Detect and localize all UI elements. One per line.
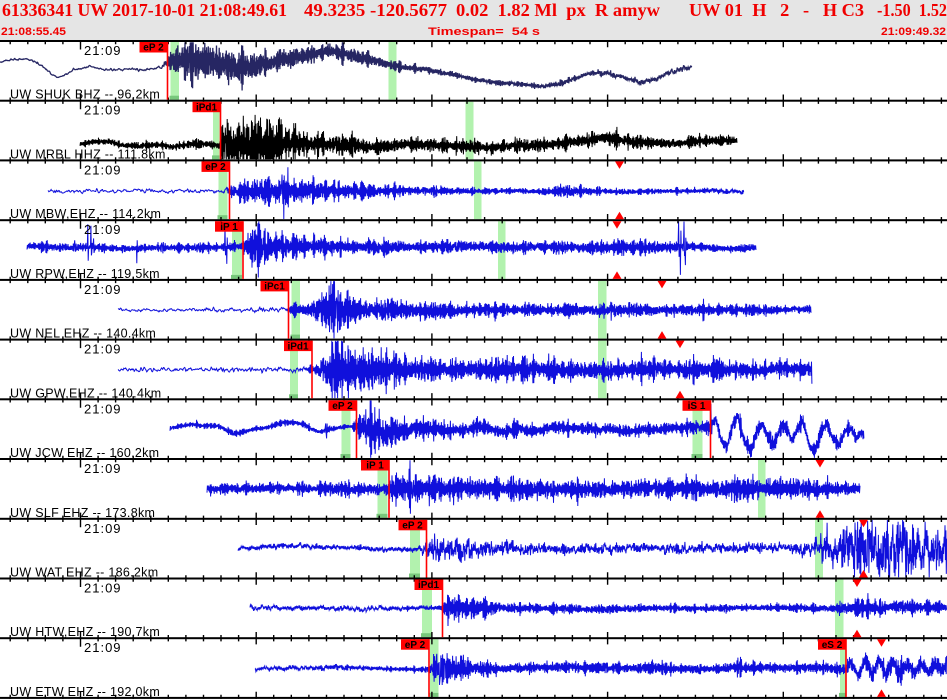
svg-text:21:09:49.32: 21:09:49.32 xyxy=(881,26,946,38)
svg-text:21:09: 21:09 xyxy=(84,521,122,536)
svg-text:eP 2: eP 2 xyxy=(405,640,426,651)
svg-text:UW ETW EHZ -- 192.0km: UW ETW EHZ -- 192.0km xyxy=(10,685,160,699)
svg-text:-1.50 1.52: -1.50 1.52 xyxy=(877,0,947,20)
svg-text:21:09: 21:09 xyxy=(84,222,122,237)
svg-text:UW WAT EHZ -- 186.2km: UW WAT EHZ -- 186.2km xyxy=(10,566,158,580)
svg-text:21:09: 21:09 xyxy=(84,103,122,118)
svg-text:eS 2: eS 2 xyxy=(822,640,843,651)
svg-text:UW MRBL HHZ -- 111.8km: UW MRBL HHZ -- 111.8km xyxy=(10,147,166,161)
svg-text:iPd1: iPd1 xyxy=(418,580,440,591)
svg-text:UW 01 H 2 - H C3: UW 01 H 2 - H C3 xyxy=(689,0,864,20)
svg-text:21:08:55.45: 21:08:55.45 xyxy=(1,26,66,38)
svg-text:21:09: 21:09 xyxy=(84,640,122,655)
svg-text:UW SLF EHZ -- 173.8km: UW SLF EHZ -- 173.8km xyxy=(10,506,155,520)
svg-text:21:09: 21:09 xyxy=(84,401,122,416)
svg-text:21:09: 21:09 xyxy=(84,282,122,297)
svg-text:UW JCW EHZ -- 160.2km: UW JCW EHZ -- 160.2km xyxy=(10,446,159,460)
svg-text:eP 2: eP 2 xyxy=(402,521,423,532)
svg-text:iS 1: iS 1 xyxy=(688,401,706,412)
svg-text:UW MBW,EHZ -- 114.2km: UW MBW,EHZ -- 114.2km xyxy=(10,207,161,221)
svg-text:iP 1: iP 1 xyxy=(220,222,238,233)
svg-text:iPd1: iPd1 xyxy=(287,341,309,352)
svg-text:0.02 1.82 Ml px R amyw: 0.02 1.82 Ml px R amyw xyxy=(456,0,660,20)
svg-text:UW RPW,EHZ -- 119.5km: UW RPW,EHZ -- 119.5km xyxy=(10,267,160,281)
svg-text:eP 2: eP 2 xyxy=(332,401,353,412)
svg-text:21:09: 21:09 xyxy=(84,162,122,177)
svg-text:UW GPW,EHZ -- 140.4km: UW GPW,EHZ -- 140.4km xyxy=(10,386,161,400)
svg-text:Timespan= 54 s: Timespan= 54 s xyxy=(428,26,540,38)
svg-text:21:09: 21:09 xyxy=(84,342,122,357)
svg-text:21:09: 21:09 xyxy=(84,461,122,476)
svg-text:iPc1: iPc1 xyxy=(264,282,285,293)
svg-text:UW HTW,EHZ -- 190.7km: UW HTW,EHZ -- 190.7km xyxy=(10,625,160,639)
svg-text:iPd1: iPd1 xyxy=(196,102,218,113)
svg-text:UW SHUK BHZ -- 96.2km: UW SHUK BHZ -- 96.2km xyxy=(10,88,160,102)
svg-text:21:09: 21:09 xyxy=(84,581,122,596)
svg-text:UW NEL EHZ -- 140.4km: UW NEL EHZ -- 140.4km xyxy=(10,327,156,341)
svg-text:61336341 UW 2017-10-01 21:08:4: 61336341 UW 2017-10-01 21:08:49.61 xyxy=(2,0,287,20)
svg-text:iP 1: iP 1 xyxy=(366,461,384,472)
svg-text:21:09: 21:09 xyxy=(84,43,122,58)
svg-text:eP 2: eP 2 xyxy=(143,43,164,54)
svg-text:49.3235 -120.5677: 49.3235 -120.5677 xyxy=(304,0,447,20)
svg-text:eP 2: eP 2 xyxy=(205,162,226,173)
